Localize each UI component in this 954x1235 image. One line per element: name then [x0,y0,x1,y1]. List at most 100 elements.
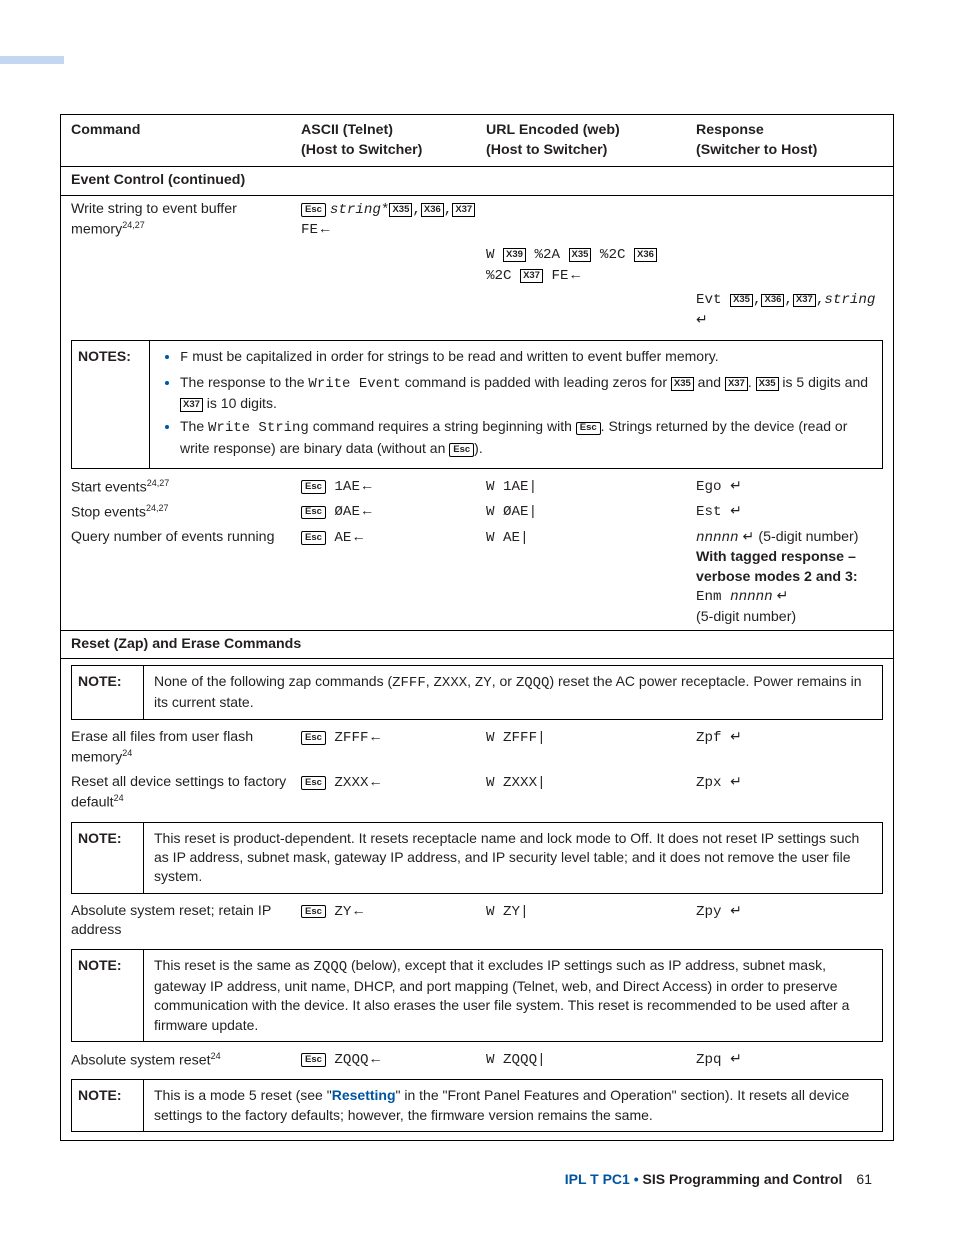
n1b2-b: command is padded with leading zeros for [401,374,671,390]
n1b3-cmd: Write String [208,420,309,436]
left-arrow-icon-6: ← [368,729,382,745]
write-url-p1: %2A [526,247,569,263]
abs-resp: Zpq [696,1052,730,1068]
write-url-p3: %2C [486,268,520,284]
x37-key-icon-5: X37 [180,398,203,411]
left-arrow-icon: ← [318,221,332,237]
query-resp1b: (5-digit number) [754,529,858,545]
note2-b1: , [426,673,434,689]
start-url: W 1AE [486,479,529,495]
write-resp-string: string [824,292,875,308]
esc-key-icon-10: Esc [301,1053,326,1066]
ar-resp: Zpy [696,904,730,920]
hdr-url-l1: URL Encoded (web) [486,122,620,138]
return-icon: ↵ [696,312,708,328]
query-resp3a: Enm [696,589,730,605]
query-ascii: AE [326,530,352,546]
ar-cmd-l2: address [71,922,121,938]
note2-b2: , [467,673,475,689]
erase-url: W ZFFF [486,730,537,746]
left-arrow-icon-5: ← [351,529,365,545]
write-cmd-l1: Write string to event buffer [71,201,237,217]
abs-cmd: Absolute system reset [71,1053,211,1069]
return-icon-5: ↵ [777,588,789,604]
x36-key-icon-2: X36 [634,248,657,261]
x37-key-icon: X37 [452,203,475,216]
note4-a: This reset is the same as [154,957,314,973]
return-icon-2: ↵ [730,478,742,494]
n1b2-a: The response to the [180,374,308,390]
write-cmd-sup: 24,27 [122,220,145,230]
row-query-events: Query number of events running Esc AE← W… [61,526,893,630]
stop-cmd: Stop events [71,505,146,521]
n1b2-cmd: Write Event [308,376,400,392]
esc-key-icon-7: Esc [301,731,326,744]
note2-a: None of the following zap commands ( [154,673,392,689]
query-resp4: (5-digit number) [696,609,796,625]
hdr-command: Command [61,115,291,166]
note1-bullet-2: The response to the Write Event command … [180,373,872,414]
stop-resp: Est [696,504,730,520]
left-arrow-icon-4: ← [360,503,374,519]
comma-4: , [784,292,793,308]
hdr-resp-l1: Response [696,122,764,138]
return-icon-6: ↵ [730,729,742,745]
write-url-p2: %2C [591,247,634,263]
erase-cmd-l1: Erase all files from user flash [71,729,253,745]
note-box-4: NOTE: This reset is the same as ZQQQ (be… [71,949,883,1042]
rf-ascii: ZXXX [326,775,369,791]
section-reset-zap-title: Reset (Zap) and Erase Commands [71,636,301,652]
page-footer: IPL T PC1 • SIS Programming and Control6… [565,1171,872,1187]
abs-sup: 24 [211,1051,221,1061]
pipe-1: | [529,479,538,495]
erase-resp: Zpf [696,730,730,746]
pipe-2: | [529,504,538,520]
note4-label: NOTE: [72,950,144,1041]
ar-ascii: ZY [326,904,352,920]
abs-url: W ZQQQ [486,1052,537,1068]
x37-key-icon-4: X37 [725,377,748,390]
ar-url: W ZY [486,904,520,920]
note1-bullet-3: The Write String command requires a stri… [180,417,872,458]
erase-ascii: ZFFF [326,730,369,746]
return-icon-7: ↵ [730,774,742,790]
table-header: Command ASCII (Telnet) (Host to Switcher… [61,115,893,167]
return-icon-8: ↵ [730,903,742,919]
note-box-3: NOTE: This reset is product-dependent. I… [71,822,883,894]
note3-text: This reset is product-dependent. It rese… [154,830,859,885]
pipe-3: | [520,530,529,546]
hdr-ascii-l1: ASCII (Telnet) [301,122,393,138]
note-box-2: NOTE: None of the following zap commands… [71,665,883,720]
page-accent-bar [0,56,64,64]
erase-cmd-l2: memory [71,750,122,766]
note-box-5: NOTE: This is a mode 5 reset (see "Reset… [71,1079,883,1132]
hdr-ascii: ASCII (Telnet) (Host to Switcher) [291,115,476,166]
x35-key-icon-2: X35 [569,248,592,261]
pipe-4: | [537,730,546,746]
row-stop-events: Stop events24,27 Esc ØAE← W ØAE| Est ↵ [61,500,893,525]
resetting-link[interactable]: Resetting [332,1087,396,1103]
x35-key-icon: X35 [389,203,412,216]
esc-key-icon-3: Esc [449,443,474,456]
n1b3-a: The [180,418,208,434]
left-arrow-icon-2: ← [569,267,583,283]
start-cmd: Start events [71,480,147,496]
row-erase-files: Erase all files from user flash memory24… [61,726,893,771]
write-ascii-string: string [330,202,381,218]
x37-key-icon-2: X37 [520,269,543,282]
footer-product: IPL T PC1 • [565,1171,643,1187]
write-cmd-l2: memory [71,222,122,238]
return-icon-3: ↵ [730,503,742,519]
n1b2-d: . [748,374,756,390]
n1b3-d: ). [474,440,483,456]
note2-z2: ZXXX [434,675,468,691]
abs-ascii: ZQQQ [326,1052,369,1068]
left-arrow-icon-9: ← [368,1051,382,1067]
hdr-resp-l2: (Switcher to Host) [696,142,817,158]
x36-key-icon-3: X36 [761,294,784,307]
rf-sup: 24 [114,793,124,803]
note5-label: NOTE: [72,1080,144,1131]
query-resp3b: nnnnn [730,589,773,605]
note4-body: This reset is the same as ZQQQ (below), … [144,950,882,1041]
x35-key-icon-4: X35 [671,377,694,390]
